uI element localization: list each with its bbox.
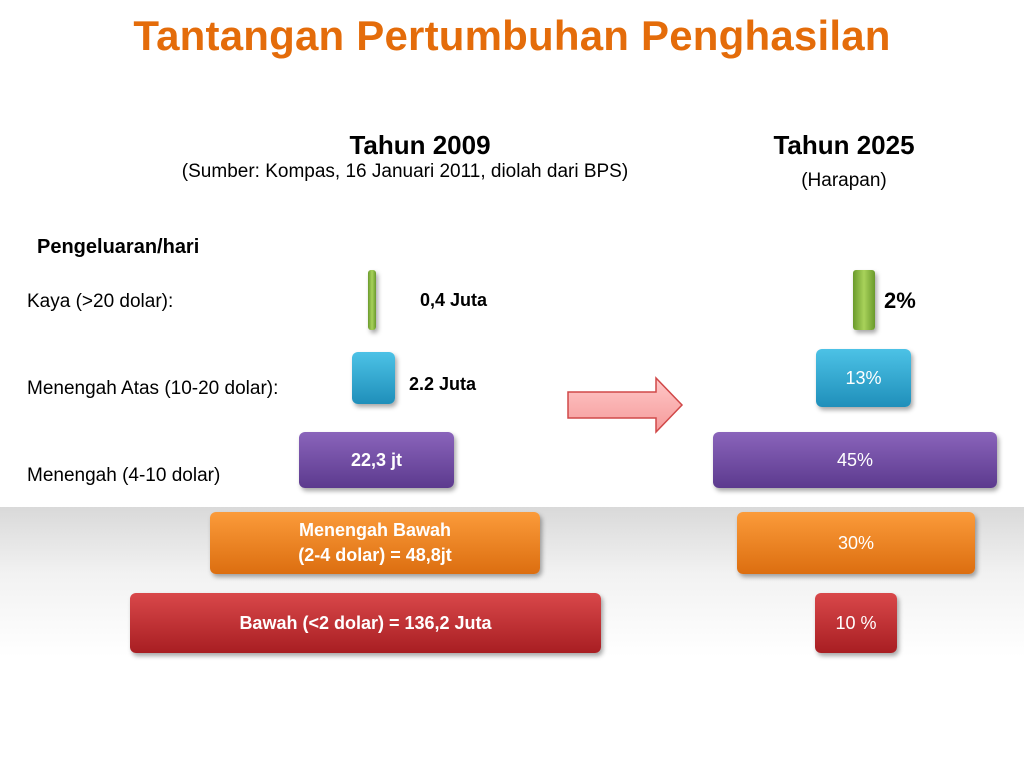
label-menengah-bawah-line2: (2-4 dolar) = 48,8jt: [298, 545, 452, 565]
bar-2009-menengah: 22,3 jt: [299, 432, 454, 488]
value-2025-kaya: 2%: [884, 288, 916, 313]
bar-2025-bawah: 10 %: [815, 593, 897, 653]
value-2025-bawah: 10 %: [835, 612, 877, 633]
bar-2009-kaya: [368, 270, 376, 330]
label-kaya: Kaya (>20 dolar):: [27, 291, 174, 312]
label-bawah: Bawah (<2 dolar) = 136,2 Juta: [239, 612, 492, 633]
value-2009-menengah: 22,3 jt: [350, 449, 403, 470]
heading-2009: Tahun 2009: [349, 130, 491, 160]
label-menengah: Menengah (4-10 dolar): [27, 465, 221, 486]
heading-2025: Tahun 2025: [773, 130, 915, 160]
bar-2009-bawah: Bawah (<2 dolar) = 136,2 Juta: [130, 593, 601, 653]
value-2025-menengah-bawah: 30%: [837, 532, 875, 553]
value-2009-kaya: 0,4 Juta: [420, 290, 488, 310]
label-menengah-bawah-line1: Menengah Bawah: [298, 520, 452, 540]
value-2025-menengah: 45%: [836, 449, 874, 470]
slide-title: Tantangan Pertumbuhan Penghasilan: [133, 12, 891, 59]
bar-2025-kaya: [853, 270, 875, 330]
bar-2025-menengah-atas: 13%: [816, 349, 911, 407]
bar-2025-menengah: 45%: [713, 432, 997, 488]
bar-2009-menengah-bawah: Menengah Bawah (2-4 dolar) = 48,8jt: [210, 512, 540, 574]
bar-2025-menengah-bawah: 30%: [737, 512, 975, 574]
source-note-2009: (Sumber: Kompas, 16 Januari 2011, diolah…: [181, 161, 629, 182]
subtitle-2025: (Harapan): [801, 170, 887, 191]
label-menengah-atas: Menengah Atas (10-20 dolar):: [27, 378, 279, 399]
value-2025-menengah-atas: 13%: [845, 367, 882, 388]
bar-2009-menengah-atas: [352, 352, 395, 404]
row-header: Pengeluaran/hari: [37, 236, 200, 258]
value-2009-menengah-atas: 2.2 Juta: [409, 374, 477, 394]
right-arrow-icon: [567, 376, 684, 434]
